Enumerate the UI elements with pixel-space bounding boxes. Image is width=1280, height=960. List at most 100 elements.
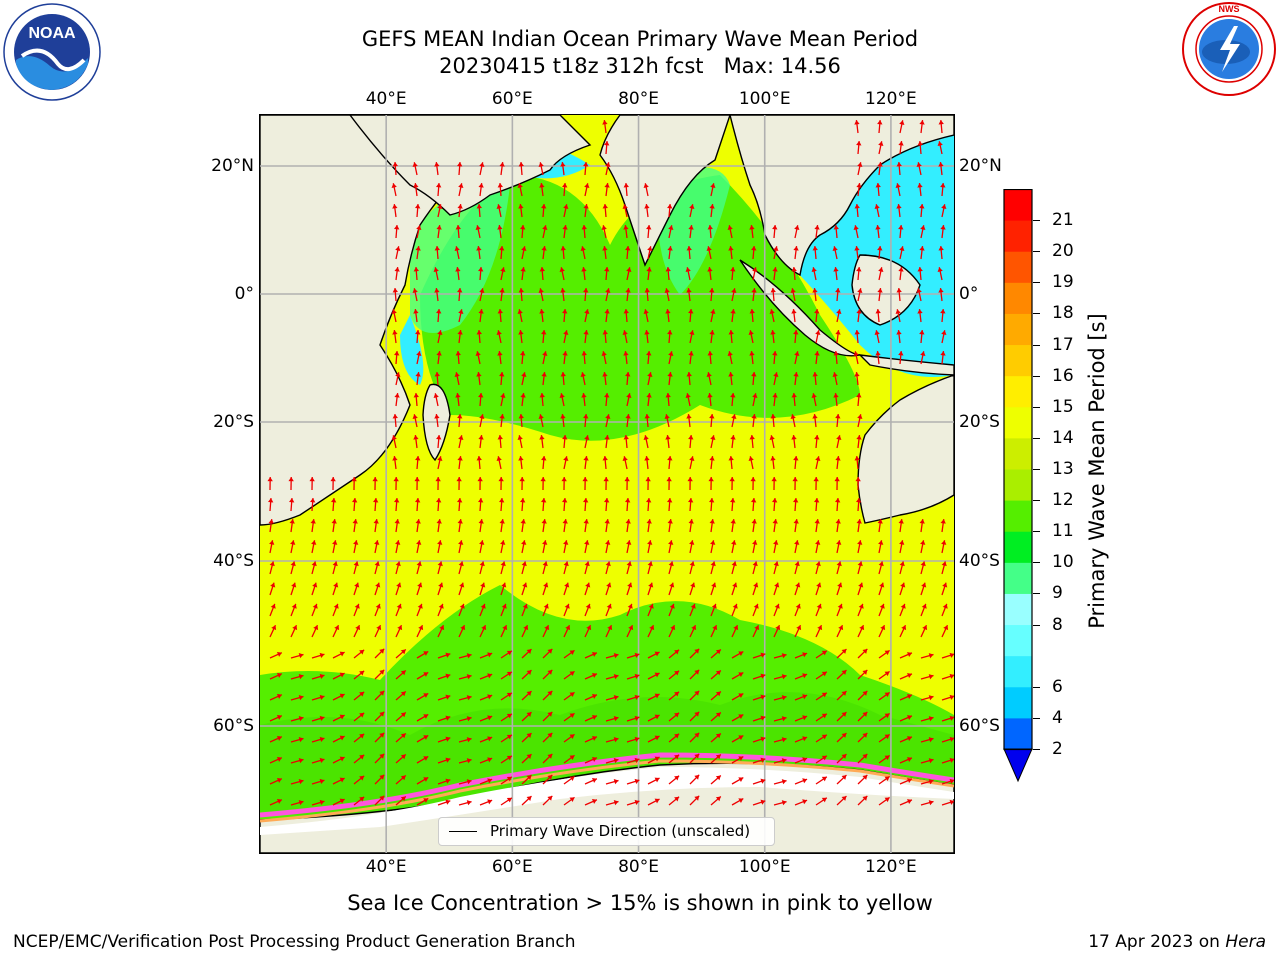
wave-arrow-head <box>781 758 787 764</box>
wave-arrow-head <box>854 246 860 251</box>
wave-arrow-head <box>794 540 800 545</box>
wave-arrow-head <box>858 603 864 609</box>
wave-arrow-head <box>319 757 325 764</box>
wave-arrow-head <box>423 714 429 719</box>
wave-arrow-head <box>727 225 733 230</box>
wave-arrow-head <box>310 519 316 524</box>
wave-arrow-head <box>707 393 713 398</box>
wave-arrow-head <box>738 756 744 762</box>
wave-arrow-head <box>855 477 861 482</box>
wave-arrow-head <box>400 691 406 697</box>
wave-arrow-head <box>298 653 304 659</box>
wave-arrow-head <box>445 757 451 763</box>
wave-arrow-head <box>298 695 304 701</box>
top-lon-tick-3: 100°E <box>738 89 791 109</box>
wave-arrow-head <box>835 414 841 419</box>
wave-arrow-head <box>802 673 808 679</box>
wave-arrow-head <box>674 691 680 697</box>
wave-arrow-head <box>394 351 400 356</box>
wave-arrow-head <box>276 735 282 741</box>
wave-arrow-head <box>738 693 744 699</box>
wave-arrow-head <box>709 330 715 335</box>
wave-arrow-head <box>359 796 365 802</box>
colorbar-segment <box>1004 500 1032 532</box>
wave-arrow-head <box>644 330 650 335</box>
wave-arrow-head <box>688 309 694 314</box>
wave-arrow-head <box>730 393 736 398</box>
right-lat-tick-3: 40°S <box>959 551 1000 571</box>
colorbar-tick-11: 11 <box>1052 521 1074 542</box>
wave-arrow-head <box>423 735 429 740</box>
wave-arrow-head <box>506 734 512 740</box>
wave-arrow-head <box>436 225 442 230</box>
wave-arrow-head <box>812 288 818 293</box>
wave-arrow-head <box>674 796 680 802</box>
wave-arrow-head <box>476 372 482 377</box>
wave-arrow-head <box>688 519 694 524</box>
nws-logo: NWS <box>1180 0 1278 98</box>
wave-arrow-head <box>602 120 608 125</box>
wave-arrow-head <box>835 456 841 461</box>
wave-arrow-head <box>835 519 841 524</box>
wave-arrow-head <box>627 603 633 609</box>
wave-arrow-head <box>499 414 505 419</box>
wave-arrow-head <box>391 435 397 440</box>
wave-arrow-head <box>487 715 493 721</box>
colorbar-label: Primary Wave Mean Period [s] <box>1085 313 1109 629</box>
wave-arrow-head <box>354 603 360 609</box>
wave-arrow-head <box>791 435 797 440</box>
wave-arrow-head <box>613 716 619 722</box>
wave-arrow-head <box>319 736 325 743</box>
wave-arrow-head <box>709 288 715 293</box>
wave-arrow-head <box>949 778 954 784</box>
wave-arrow-head <box>602 330 608 335</box>
wave-arrow-head <box>715 712 721 718</box>
wave-arrow-head <box>547 732 553 738</box>
wave-arrow-head <box>856 519 862 524</box>
wave-arrow-head <box>645 477 651 482</box>
wave-arrow-head <box>835 498 841 503</box>
wave-arrow-head <box>874 204 880 209</box>
wave-arrow-head <box>339 651 345 657</box>
wave-arrow-head <box>458 561 464 567</box>
colorbar-tick-16: 16 <box>1052 365 1074 386</box>
wave-arrow-head <box>654 798 660 804</box>
wave-arrow-head <box>291 582 297 588</box>
wave-arrow-head <box>814 309 820 314</box>
wave-arrow-head <box>749 225 755 230</box>
wave-arrow-head <box>738 714 744 720</box>
wave-arrow-head <box>854 456 860 461</box>
top-lon-tick-0: 40°E <box>365 89 407 109</box>
wave-arrow-head <box>626 267 632 272</box>
wave-arrow-head <box>523 625 529 631</box>
colorbar-tick-17: 17 <box>1052 334 1074 355</box>
wave-arrow-head <box>454 372 460 377</box>
wave-arrow-head <box>624 477 630 482</box>
wave-arrow-head <box>569 713 575 719</box>
wave-arrow-head <box>674 670 680 676</box>
wave-arrow-head <box>667 204 673 209</box>
wave-arrow-head <box>436 351 442 356</box>
wave-arrow-head <box>841 733 847 738</box>
colorbar-segment <box>1004 313 1032 346</box>
wave-arrow-head <box>856 267 862 272</box>
wave-arrow-head <box>752 393 758 398</box>
wave-arrow-head <box>623 225 629 230</box>
wave-arrow-head <box>466 716 472 722</box>
wave-arrow-head <box>730 519 736 524</box>
colorbar-tick-13: 13 <box>1052 459 1074 479</box>
wave-arrow-head <box>731 561 737 567</box>
wave-arrow-head <box>707 351 713 356</box>
wave-arrow-head <box>400 775 406 781</box>
wave-arrow-head <box>712 625 718 631</box>
wave-arrow-head <box>790 414 796 419</box>
wave-arrow-head <box>591 778 597 783</box>
wave-arrow-head <box>646 393 652 398</box>
wave-arrow-head <box>781 674 787 680</box>
wave-arrow-head <box>602 204 608 209</box>
wave-arrow-head <box>694 753 700 759</box>
wave-arrow-head <box>445 715 451 721</box>
wave-arrow-head <box>916 162 922 167</box>
wave-arrow-head <box>907 736 912 741</box>
wave-arrow-head <box>733 625 739 631</box>
